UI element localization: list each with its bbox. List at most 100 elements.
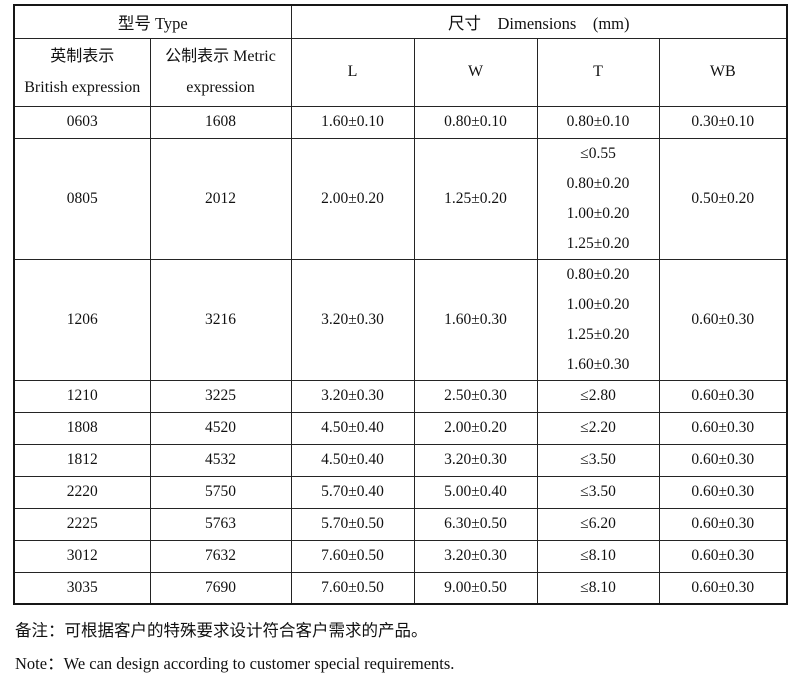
cell-metric-code: 2012 xyxy=(149,137,292,260)
cell-w-value: 1.25±0.20 xyxy=(413,137,538,260)
cell-w-value: 5.00±0.40 xyxy=(413,475,538,509)
cell-british-code: 2225 xyxy=(13,507,151,541)
cell-metric-code: 1608 xyxy=(149,105,292,139)
t-value-line: ≤2.20 xyxy=(580,419,616,436)
t-value-line: ≤0.55 xyxy=(580,144,616,162)
cell-w-value: 1.60±0.30 xyxy=(413,258,538,381)
cell-metric-code: 7690 xyxy=(149,571,292,605)
cell-w-value: 2.50±0.30 xyxy=(413,379,538,413)
cell-metric-code: 7632 xyxy=(149,539,292,573)
type-group-header: 型号 Type xyxy=(13,4,292,39)
cell-t-value: ≤8.10 xyxy=(536,539,660,573)
cell-british-code: 0805 xyxy=(13,137,151,260)
group-header-row: 型号 Type 尺寸 Dimensions (mm) xyxy=(13,4,788,39)
cell-t-value: ≤2.20 xyxy=(536,411,660,445)
cell-wb-value: 0.30±0.10 xyxy=(658,105,788,139)
dimensions-table: 型号 Type 尺寸 Dimensions (mm) 英制表示 British … xyxy=(13,4,789,605)
cell-british-code: 0603 xyxy=(13,105,151,139)
table-row: 1808 4520 4.50±0.40 2.00±0.20 ≤2.20 0.60±0.30 xyxy=(13,411,788,445)
col-header-british-en: British expression xyxy=(24,79,141,96)
cell-t-value: ≤3.50 xyxy=(536,475,660,509)
table-row: 1210 3225 3.20±0.30 2.50±0.30 ≤2.80 0.60±0.30 xyxy=(13,379,788,413)
cell-t-value: ≤6.20 xyxy=(536,507,660,541)
cell-metric-code: 4520 xyxy=(149,411,292,445)
cell-l-value: 2.00±0.20 xyxy=(290,137,415,260)
t-value-line: 1.25±0.20 xyxy=(566,325,630,343)
dimensions-table-body: 0603 1608 1.60±0.10 0.80±0.10 0.80±0.10 0.30±… xyxy=(13,105,788,605)
cell-metric-code: 3225 xyxy=(149,379,292,413)
cell-l-value: 4.50±0.40 xyxy=(290,443,415,477)
cell-t-value: ≤3.50 xyxy=(536,443,660,477)
cell-l-value: 3.20±0.30 xyxy=(290,379,415,413)
t-value-line: 0.80±0.20 xyxy=(566,265,630,283)
dimensions-table-head: 型号 Type 尺寸 Dimensions (mm) 英制表示 British … xyxy=(13,4,788,107)
note-english: Note：We can design according to customer… xyxy=(15,654,455,673)
cell-t-value: ≤2.80 xyxy=(536,379,660,413)
cell-british-code: 3012 xyxy=(13,539,151,573)
note-chinese: 备注：可根据客户的特殊要求设计符合客户需求的产品。 xyxy=(15,621,428,640)
cell-metric-code: 5750 xyxy=(149,475,292,509)
col-header-l: L xyxy=(290,37,415,107)
col-header-metric-en: expression xyxy=(186,79,255,96)
t-value-line: 1.25±0.20 xyxy=(566,234,630,252)
t-value-line: 1.00±0.20 xyxy=(566,204,630,222)
cell-l-value: 7.60±0.50 xyxy=(290,571,415,605)
cell-metric-code: 5763 xyxy=(149,507,292,541)
cell-t-value: ≤0.55 0.80±0.20 1.00±0.20 1.25±0.20 xyxy=(536,137,660,260)
cell-t-value: ≤8.10 xyxy=(536,571,660,605)
col-header-british-cn: 英制表示 xyxy=(50,48,115,65)
cell-wb-value: 0.60±0.30 xyxy=(658,507,788,541)
cell-wb-value: 0.60±0.30 xyxy=(658,539,788,573)
t-value-line: 1.00±0.20 xyxy=(566,295,630,313)
table-row: 3012 7632 7.60±0.50 3.20±0.30 ≤8.10 0.60±0.30 xyxy=(13,539,788,573)
cell-british-code: 1812 xyxy=(13,443,151,477)
cell-t-value: 0.80±0.10 xyxy=(536,105,660,139)
cell-wb-value: 0.60±0.30 xyxy=(658,258,788,381)
t-value-line: ≤8.10 xyxy=(580,547,616,564)
cell-l-value: 3.20±0.30 xyxy=(290,258,415,381)
cell-metric-code: 3216 xyxy=(149,258,292,381)
cell-w-value: 9.00±0.50 xyxy=(413,571,538,605)
col-header-metric-cn: 公制表示 Metric xyxy=(165,48,276,65)
cell-w-value: 6.30±0.50 xyxy=(413,507,538,541)
cell-british-code: 1808 xyxy=(13,411,151,445)
cell-l-value: 1.60±0.10 xyxy=(290,105,415,139)
cell-british-code: 1206 xyxy=(13,258,151,381)
table-row: 2220 5750 5.70±0.40 5.00±0.40 ≤3.50 0.60±0.30 xyxy=(13,475,788,509)
cell-british-code: 1210 xyxy=(13,379,151,413)
footnotes: 备注：可根据客户的特殊要求设计符合客户需求的产品。 Note：We can de… xyxy=(15,620,787,675)
cell-wb-value: 0.60±0.30 xyxy=(658,443,788,477)
t-value-line: 0.80±0.10 xyxy=(566,113,630,130)
col-header-metric: 公制表示 Metric expression xyxy=(149,37,292,107)
cell-wb-value: 0.60±0.30 xyxy=(658,411,788,445)
cell-l-value: 4.50±0.40 xyxy=(290,411,415,445)
col-header-t: T xyxy=(536,37,660,107)
col-header-wb: WB xyxy=(658,37,788,107)
table-row: 3035 7690 7.60±0.50 9.00±0.50 ≤8.10 0.60±0.30 xyxy=(13,571,788,605)
t-value-line: 0.80±0.20 xyxy=(566,174,630,192)
column-header-row: 英制表示 British expression 公制表示 Metric expr… xyxy=(13,37,788,107)
cell-wb-value: 0.60±0.30 xyxy=(658,571,788,605)
t-value-line: ≤3.50 xyxy=(580,451,616,468)
cell-metric-code: 4532 xyxy=(149,443,292,477)
cell-british-code: 2220 xyxy=(13,475,151,509)
cell-british-code: 3035 xyxy=(13,571,151,605)
cell-w-value: 0.80±0.10 xyxy=(413,105,538,139)
cell-w-value: 3.20±0.30 xyxy=(413,443,538,477)
t-value-line: ≤6.20 xyxy=(580,515,616,532)
table-row: 1206 3216 3.20±0.30 1.60±0.30 0.80±0.20 1.00±… xyxy=(13,258,788,381)
cell-l-value: 5.70±0.40 xyxy=(290,475,415,509)
cell-wb-value: 0.60±0.30 xyxy=(658,475,788,509)
col-header-british: 英制表示 British expression xyxy=(13,37,151,107)
cell-l-value: 5.70±0.50 xyxy=(290,507,415,541)
table-row: 0603 1608 1.60±0.10 0.80±0.10 0.80±0.10 0.30±… xyxy=(13,105,788,139)
cell-wb-value: 0.50±0.20 xyxy=(658,137,788,260)
table-row: 1812 4532 4.50±0.40 3.20±0.30 ≤3.50 0.60±0.30 xyxy=(13,443,788,477)
cell-w-value: 2.00±0.20 xyxy=(413,411,538,445)
table-row: 2225 5763 5.70±0.50 6.30±0.50 ≤6.20 0.60±0.30 xyxy=(13,507,788,541)
col-header-w: W xyxy=(413,37,538,107)
table-row: 0805 2012 2.00±0.20 1.25±0.20 ≤0.55 0.80±0.20… xyxy=(13,137,788,260)
cell-w-value: 3.20±0.30 xyxy=(413,539,538,573)
t-value-line: ≤2.80 xyxy=(580,387,616,404)
